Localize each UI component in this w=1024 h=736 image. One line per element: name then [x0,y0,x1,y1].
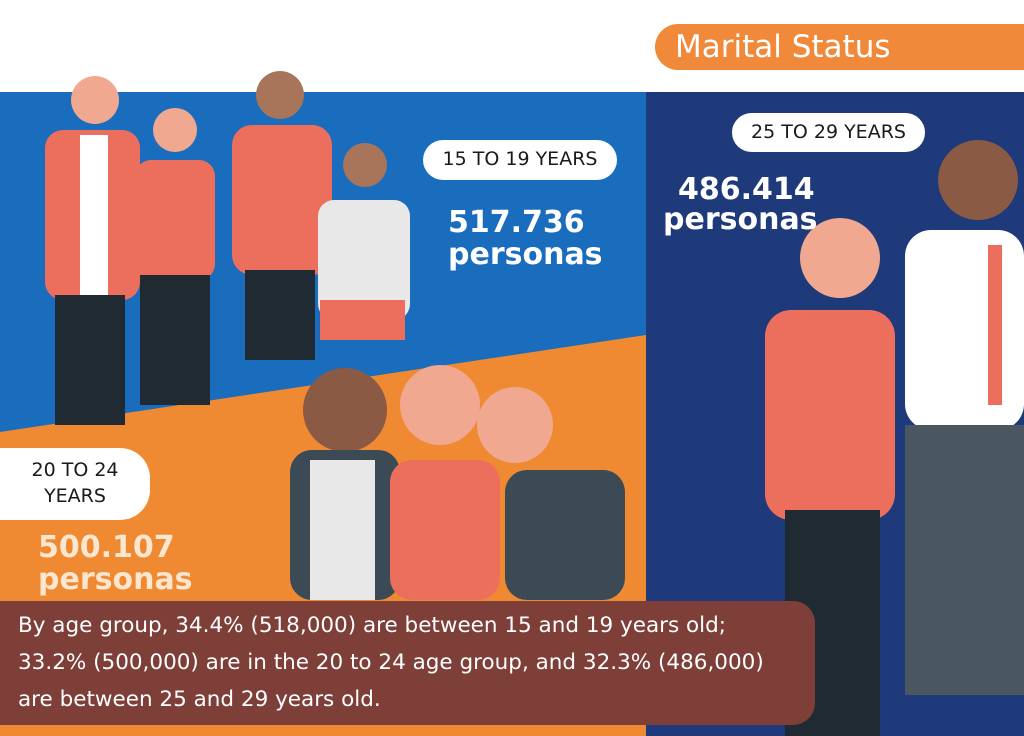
age-label: 15 TO 19 YEARS [423,140,617,180]
unit: personas [38,562,193,597]
unit: personas [663,202,818,237]
title: Marital Status [655,24,1024,70]
count: 517.736 [448,205,585,240]
age-label: 20 TO 24 YEARS [0,448,150,520]
caption: By age group, 34.4% (518,000) are betwee… [0,601,815,725]
count: 486.414 [678,172,815,207]
unit: personas [448,237,603,272]
count: 500.107 [38,530,175,565]
age-label: 25 TO 29 YEARS [732,113,925,152]
